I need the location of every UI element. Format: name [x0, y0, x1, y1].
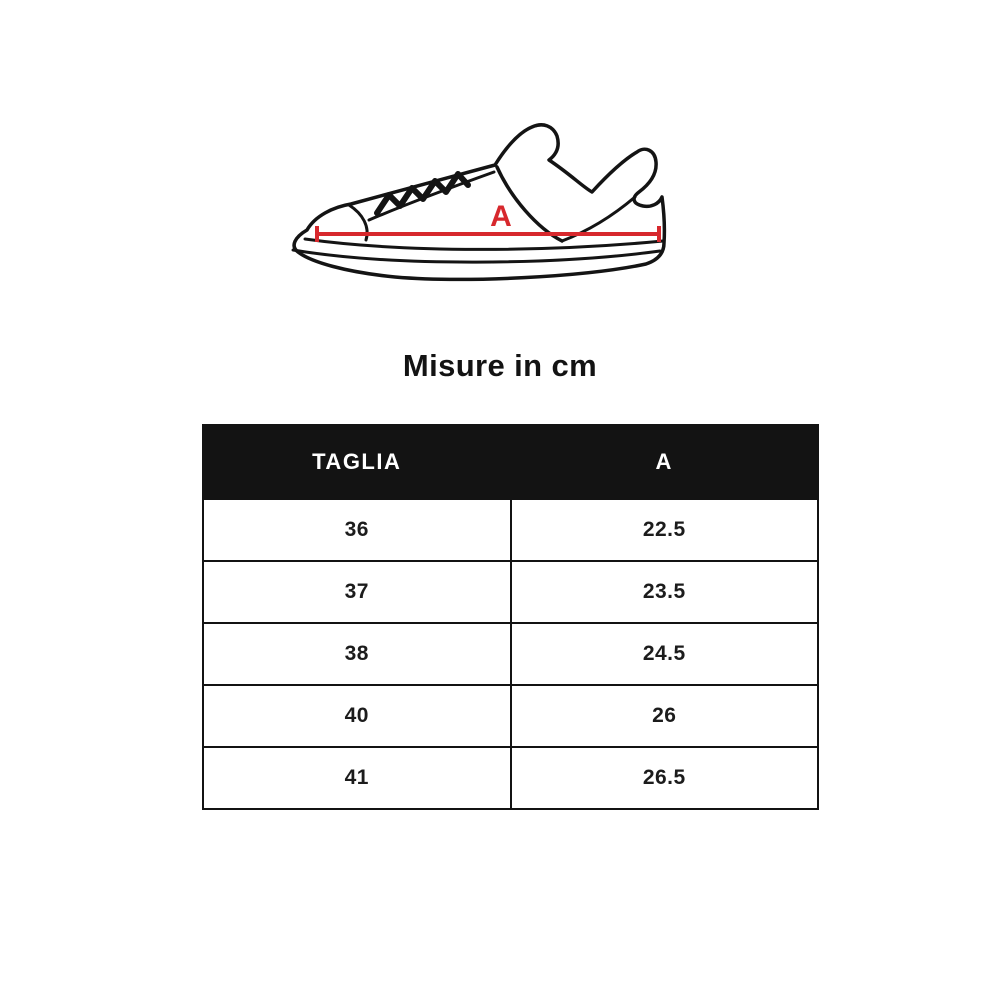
table-row: 40 26 — [202, 684, 819, 748]
size-cell: 37 — [202, 560, 512, 624]
shoe-laces — [374, 171, 471, 216]
size-cell: 38 — [202, 622, 512, 686]
size-table: TAGLIA A 36 22.5 37 23.5 38 24.5 40 26 4 — [202, 424, 819, 810]
table-row: 38 24.5 — [202, 622, 819, 686]
measurement-cell: 23.5 — [509, 560, 819, 624]
table-row: 41 26.5 — [202, 746, 819, 810]
measurement-cell: 26.5 — [509, 746, 819, 810]
size-cell: 36 — [202, 498, 512, 562]
shoe-outline — [291, 123, 667, 282]
size-cell: 41 — [202, 746, 512, 810]
measurement-cell: 26 — [509, 684, 819, 748]
sneaker-illustration: A — [285, 100, 685, 290]
size-table-header-a: A — [509, 424, 819, 500]
page-title: Misure in cm — [402, 348, 598, 383]
table-row: 36 22.5 — [202, 498, 819, 562]
measurement-arrow — [315, 226, 661, 242]
table-header-row: TAGLIA A — [202, 424, 819, 500]
measurement-label: A — [490, 200, 512, 233]
measurement-cell: 22.5 — [509, 498, 819, 562]
size-table-header-taglia: TAGLIA — [202, 424, 512, 500]
table-row: 37 23.5 — [202, 560, 819, 624]
size-cell: 40 — [202, 684, 512, 748]
measurement-cell: 24.5 — [509, 622, 819, 686]
sneaker-side-outline-icon: A — [291, 123, 667, 282]
